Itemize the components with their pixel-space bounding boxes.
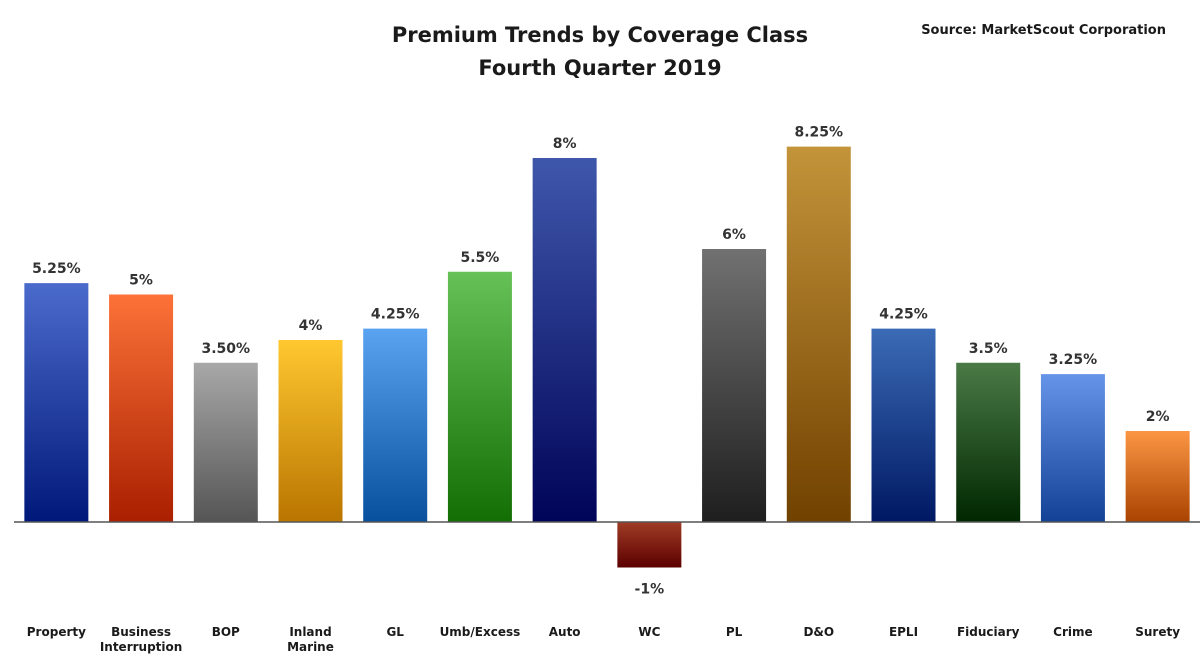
data-label-bop: 3.50% [201,341,250,357]
chart-title: Premium Trends by Coverage Class [392,23,808,47]
data-label-dando: 8.25% [794,125,843,141]
data-label-surety: 2% [1146,409,1170,425]
data-label-property: 5.25% [32,261,81,277]
chart-subtitle: Fourth Quarter 2019 [478,56,721,80]
category-label-property: Property [27,625,86,639]
category-label-surety: Surety [1135,625,1180,639]
data-label-crime: 3.25% [1049,352,1098,368]
data-label-business-interruption: 5% [129,273,153,289]
bar-bop [193,362,258,522]
category-label-gl: GL [386,625,404,639]
data-label-epli: 4.25% [879,307,928,323]
category-label-auto: Auto [549,625,581,639]
bar-umb-excess [447,271,512,522]
category-label-umb-excess: Umb/Excess [440,625,521,639]
data-labels-group: 5.25% 5% 3.50% 4% 4.25% 5.5% 8% -1% 6% 8.25% 4.25%… [32,125,1169,598]
category-labels-group: Property Business Interruption BOP Inland Mar… [27,625,1180,654]
category-label-wc: WC [638,625,660,639]
category-label-fiduciary: Fiduciary [957,625,1020,639]
category-label-dando: D&O [803,625,834,639]
data-label-pl: 6% [722,227,746,243]
bar-wc [617,522,682,568]
data-label-fiduciary: 3.5% [969,341,1008,357]
category-label-business-interruption: Business Interruption [100,625,183,654]
chart-source: Source: MarketScout Corporation [921,23,1166,38]
data-label-gl: 4.25% [371,307,420,323]
category-label-epli: EPLI [889,625,918,639]
bar-fiduciary [956,362,1021,522]
bar-pl [702,249,767,522]
bar-inland-marine [278,340,343,522]
category-label-bop: BOP [212,625,240,639]
bar-business-interruption [109,294,174,522]
bar-auto [532,158,597,522]
bar-gl [363,328,428,522]
data-label-auto: 8% [553,136,577,152]
bar-surety [1125,431,1190,522]
bars-group [24,146,1190,568]
category-label-crime: Crime [1053,625,1092,639]
data-label-umb-excess: 5.5% [461,250,500,266]
category-label-pl: PL [726,625,743,639]
bar-dando [786,146,851,522]
bar-crime [1040,374,1105,522]
category-label-inland-marine: Inland Marine [287,625,334,654]
data-label-wc: -1% [635,582,665,598]
bar-property [24,283,89,522]
data-label-inland-marine: 4% [299,318,323,334]
bar-epli [871,328,936,522]
